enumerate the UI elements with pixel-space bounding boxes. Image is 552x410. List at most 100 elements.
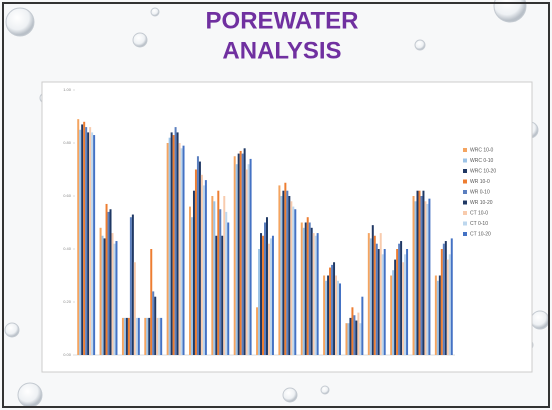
- bar: [260, 233, 263, 355]
- legend-swatch: [463, 148, 467, 152]
- legend-swatch: [463, 190, 467, 194]
- bar: [292, 206, 295, 355]
- bar: [81, 124, 84, 355]
- bar: [406, 249, 409, 355]
- bar: [113, 243, 116, 355]
- bar: [404, 254, 407, 355]
- bar: [402, 262, 405, 355]
- bar: [194, 169, 197, 355]
- bar: [166, 143, 169, 355]
- bar: [414, 201, 417, 355]
- bar: [269, 238, 272, 355]
- bar: [247, 164, 250, 355]
- bar: [154, 296, 157, 355]
- bar: [158, 317, 161, 355]
- bar: [223, 196, 226, 355]
- bar: [331, 264, 334, 355]
- bar: [267, 243, 270, 355]
- legend-label: WRC 0-10: [470, 158, 494, 164]
- bar: [442, 243, 445, 355]
- bar: [351, 307, 354, 355]
- bar: [271, 235, 274, 355]
- legend-swatch: [463, 221, 467, 226]
- bar: [284, 182, 287, 355]
- bar: [198, 161, 201, 355]
- bar: [202, 185, 205, 355]
- bar: [93, 135, 96, 355]
- bar: [189, 206, 191, 355]
- bar: [105, 203, 108, 355]
- bar: [241, 153, 244, 355]
- bar: [256, 307, 259, 355]
- legend-label: CT 10-20: [470, 231, 491, 237]
- bar: [233, 156, 236, 355]
- bar: [278, 185, 281, 355]
- bar: [101, 235, 104, 355]
- bar: [180, 148, 183, 355]
- bar: [235, 164, 238, 355]
- bar: [306, 217, 309, 355]
- bar: [152, 291, 155, 355]
- bar: [129, 217, 132, 355]
- bar: [440, 249, 443, 355]
- bar: [79, 129, 82, 355]
- bar: [192, 190, 195, 355]
- bar: [190, 217, 193, 355]
- bar: [125, 317, 128, 355]
- bar: [83, 121, 86, 355]
- bar: [280, 196, 283, 355]
- bar: [91, 132, 94, 355]
- bar: [182, 145, 185, 355]
- bar: [264, 222, 266, 355]
- bar: [383, 249, 386, 355]
- bar: [333, 262, 336, 355]
- bar: [394, 259, 397, 355]
- bar: [172, 135, 175, 355]
- bar: [379, 233, 382, 355]
- bar: [137, 317, 140, 355]
- legend-label: CT 10-0: [470, 210, 488, 216]
- bar: [258, 249, 261, 355]
- bar: [347, 323, 350, 355]
- bar: [335, 275, 338, 355]
- bar: [249, 158, 252, 355]
- bar: [355, 320, 358, 355]
- y-tick-label: 0.00: [63, 352, 72, 357]
- bar: [420, 196, 423, 355]
- bar: [211, 196, 214, 355]
- bar: [107, 211, 110, 355]
- bar: [367, 233, 370, 355]
- bar: [416, 190, 419, 355]
- legend-swatch: [463, 179, 467, 184]
- bar: [150, 249, 153, 355]
- bar: [398, 243, 401, 355]
- bar: [213, 201, 216, 355]
- bar: [262, 235, 265, 355]
- bar: [375, 243, 378, 355]
- bar: [448, 254, 451, 355]
- bar: [160, 317, 163, 355]
- bar: [245, 169, 248, 355]
- bar: [221, 235, 224, 355]
- bar: [103, 238, 106, 355]
- bar: [196, 156, 199, 355]
- legend-swatch: [463, 169, 467, 173]
- bar: [325, 280, 328, 355]
- bar: [217, 190, 220, 355]
- chart: 0.00 0.20 0.40 0.60 0.80 1.00 WRC 10-0 WRC 0-10…: [63, 87, 496, 357]
- bar: [294, 209, 297, 355]
- bar: [111, 233, 114, 355]
- bar: [215, 235, 218, 355]
- bar: [288, 196, 291, 355]
- bar: [446, 259, 449, 355]
- bar: [400, 241, 403, 355]
- bar: [353, 315, 356, 355]
- bar: [243, 148, 246, 355]
- bar: [286, 190, 289, 355]
- bar: [436, 280, 439, 355]
- bar: [369, 238, 372, 355]
- bar: [170, 132, 173, 355]
- bar: [178, 143, 181, 355]
- bar: [168, 137, 171, 355]
